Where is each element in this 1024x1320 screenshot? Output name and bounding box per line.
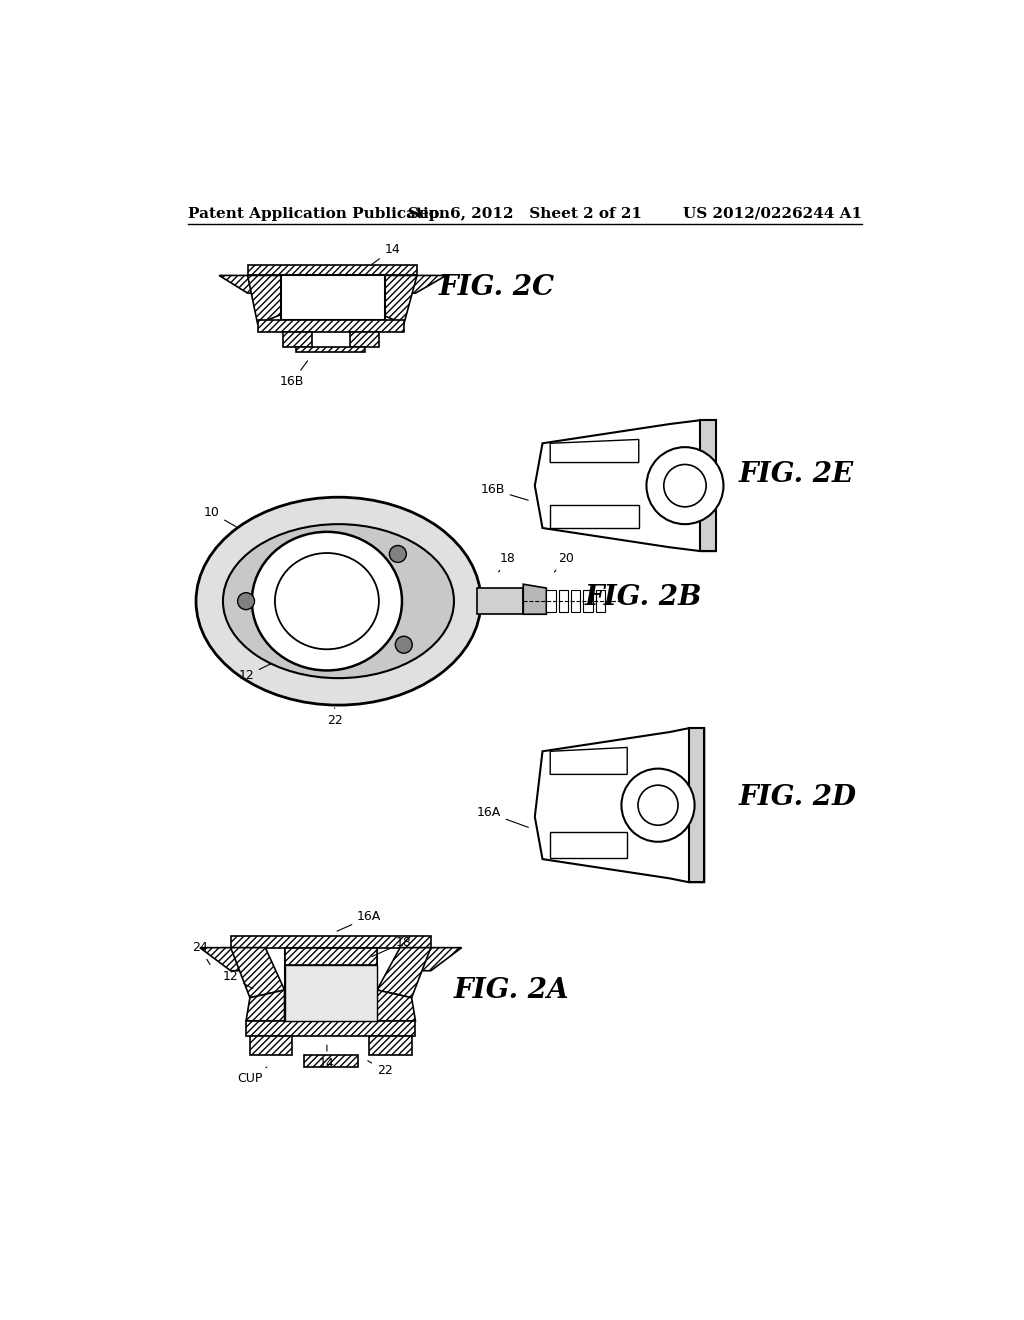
Ellipse shape <box>664 465 707 507</box>
Text: 18: 18 <box>499 552 516 572</box>
Ellipse shape <box>223 524 454 678</box>
Polygon shape <box>281 276 385 321</box>
Text: 20: 20 <box>554 552 573 572</box>
Text: FIG. 2B: FIG. 2B <box>585 583 702 611</box>
Text: 16A: 16A <box>476 807 528 828</box>
Polygon shape <box>596 590 605 612</box>
Text: FIG. 2C: FIG. 2C <box>438 275 555 301</box>
Polygon shape <box>559 590 568 612</box>
Text: 22: 22 <box>327 708 342 727</box>
Polygon shape <box>584 590 593 612</box>
Text: 16B: 16B <box>480 483 528 500</box>
Text: 16B: 16B <box>281 360 307 388</box>
Polygon shape <box>258 321 403 331</box>
Ellipse shape <box>238 593 255 610</box>
Text: 18: 18 <box>372 936 412 957</box>
Polygon shape <box>535 420 716 552</box>
Polygon shape <box>535 729 705 882</box>
Polygon shape <box>283 331 311 347</box>
Polygon shape <box>477 589 523 614</box>
Polygon shape <box>230 936 431 948</box>
Text: CUP: CUP <box>238 1067 267 1085</box>
Text: US 2012/0226244 A1: US 2012/0226244 A1 <box>683 207 862 220</box>
Polygon shape <box>386 276 446 293</box>
Polygon shape <box>550 747 628 775</box>
Polygon shape <box>370 1036 412 1056</box>
Text: 22: 22 <box>368 1061 392 1077</box>
Polygon shape <box>248 264 417 276</box>
Text: FIG. 2A: FIG. 2A <box>454 977 569 1003</box>
Polygon shape <box>304 1056 357 1067</box>
Polygon shape <box>377 990 416 1020</box>
Ellipse shape <box>389 545 407 562</box>
Text: FIG. 2D: FIG. 2D <box>739 784 857 810</box>
Polygon shape <box>400 948 462 970</box>
Polygon shape <box>547 590 556 612</box>
Polygon shape <box>377 948 431 998</box>
Polygon shape <box>523 585 547 614</box>
Text: 24: 24 <box>191 941 210 965</box>
Polygon shape <box>296 347 366 352</box>
Ellipse shape <box>646 447 724 524</box>
Text: FIG. 2E: FIG. 2E <box>739 461 854 487</box>
Polygon shape <box>367 276 417 323</box>
Polygon shape <box>248 276 296 323</box>
Polygon shape <box>285 948 377 1020</box>
Ellipse shape <box>252 532 402 671</box>
Polygon shape <box>246 990 285 1020</box>
Ellipse shape <box>622 768 694 842</box>
Polygon shape <box>200 948 265 970</box>
Text: 14: 14 <box>372 243 400 264</box>
Text: 16A: 16A <box>337 911 381 931</box>
Text: 14: 14 <box>319 1045 335 1069</box>
Ellipse shape <box>196 498 481 705</box>
Ellipse shape <box>395 636 413 653</box>
Ellipse shape <box>638 785 678 825</box>
Polygon shape <box>550 832 628 858</box>
Polygon shape <box>689 729 705 882</box>
Polygon shape <box>700 420 716 552</box>
Text: 12: 12 <box>239 664 270 682</box>
Polygon shape <box>230 948 285 998</box>
Polygon shape <box>285 948 377 965</box>
Text: Patent Application Publication: Patent Application Publication <box>188 207 451 220</box>
Polygon shape <box>250 1036 292 1056</box>
Polygon shape <box>219 276 281 293</box>
Polygon shape <box>246 1020 416 1036</box>
Polygon shape <box>350 331 379 347</box>
Text: Sep. 6, 2012   Sheet 2 of 21: Sep. 6, 2012 Sheet 2 of 21 <box>408 207 642 220</box>
Text: 10: 10 <box>204 506 236 527</box>
Polygon shape <box>285 965 377 1020</box>
Polygon shape <box>550 506 639 528</box>
Polygon shape <box>550 440 639 462</box>
Polygon shape <box>571 590 581 612</box>
Text: 12: 12 <box>223 970 253 989</box>
